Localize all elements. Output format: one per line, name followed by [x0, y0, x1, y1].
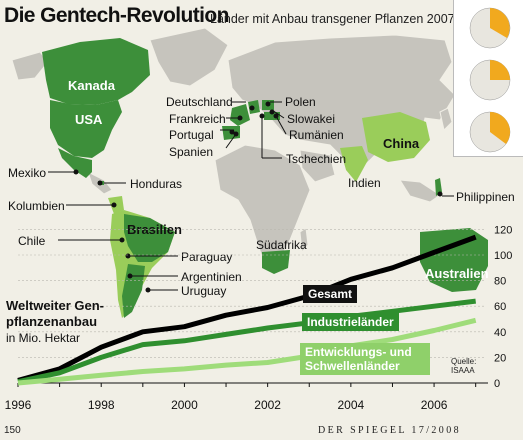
series-label-entwicklung: Entwicklungs- und Schwellenländer [300, 343, 430, 375]
y-tick-label: 100 [494, 250, 512, 262]
label-deutschland: Deutschland [166, 95, 233, 109]
x-tick-label: 1996 [5, 398, 32, 412]
series-label-industrie: Industrieländer [302, 313, 399, 331]
philippinen-shape [435, 178, 442, 196]
label-honduras: Honduras [130, 177, 183, 191]
pie-panel [453, 0, 523, 157]
label-indien: Indien [348, 176, 381, 190]
label-philippinen: Philippinen [456, 190, 515, 204]
series-line [17, 317, 477, 386]
series-line [17, 234, 477, 383]
argentinien-shape [122, 264, 145, 318]
series-line [17, 298, 477, 385]
page-title: Die Gentech-Revolution [4, 4, 229, 27]
source-note: Quelle: ISAAA [451, 357, 476, 375]
label-kolumbien: Kolumbien [8, 199, 65, 213]
label-uruguay: Uruguay [181, 284, 227, 298]
chart-title: Weltweiter Gen- pflanzenanbau [6, 298, 104, 330]
page-subtitle: Länder mit Anbau transgener Pflanzen 200… [210, 12, 455, 26]
mexiko-shape [58, 148, 92, 178]
series-label-gesamt: Gesamt [303, 285, 358, 303]
pie-chart-2 [469, 59, 511, 101]
x-tick-label: 1998 [88, 398, 115, 412]
pie-charts [469, 7, 511, 153]
label-suedafrika: Südafrika [256, 238, 307, 252]
x-tick-label: 2004 [338, 398, 365, 412]
arabia-shape [299, 149, 336, 183]
usa-shape [50, 100, 122, 158]
label-frankreich: Frankreich [169, 112, 226, 126]
chart-title-line1: Weltweiter Gen- [6, 298, 105, 313]
australien-shape [420, 228, 488, 292]
y-tick-label: 20 [494, 352, 506, 364]
y-tick-label: 120 [494, 224, 512, 236]
y-tick-label: 40 [494, 327, 506, 339]
y-tick-label: 60 [494, 301, 506, 313]
label-kanada: Kanada [68, 78, 115, 93]
leader-dots [73, 101, 443, 293]
pie-chart-3 [469, 111, 511, 153]
chart-unit: in Mio. Hektar [6, 331, 81, 345]
y-tick-label: 80 [494, 276, 506, 288]
leader-lines [48, 101, 454, 291]
china-shape [362, 112, 430, 162]
indien-shape [340, 146, 368, 182]
label-polen: Polen [285, 95, 316, 109]
label-mexiko: Mexiko [8, 166, 47, 180]
pie-chart-1 [469, 7, 511, 49]
label-usa: USA [75, 112, 103, 127]
suedafrika-shape [262, 250, 290, 274]
label-rumaenien: Rumänien [289, 128, 344, 142]
brasilien-shape [124, 214, 175, 262]
indonesia-shape [399, 179, 441, 203]
label-spanien: Spanien [169, 145, 214, 159]
label-paraguay: Paraguay [181, 250, 233, 264]
label-portugal: Portugal [169, 128, 214, 142]
japan-shape [439, 107, 453, 131]
x-tick-label: 2006 [421, 398, 448, 412]
label-slowakei: Slowakei [287, 112, 336, 126]
x-tick-label: 2002 [254, 398, 281, 412]
x-tick-label: 2000 [171, 398, 198, 412]
kanada-shape [42, 38, 150, 105]
greenland-shape [149, 27, 229, 87]
label-chile: Chile [18, 234, 46, 248]
gm-countries [42, 38, 488, 318]
source-line2: ISAAA [451, 366, 475, 375]
label-tschechien: Tschechien [286, 152, 347, 166]
frankreich-shape [230, 104, 250, 126]
label-china: China [383, 136, 420, 151]
alaska-shape [11, 51, 49, 81]
source-line1: Quelle: [451, 357, 477, 366]
chart-title-line2: pflanzenanbau [6, 314, 98, 329]
label-australien: Australien [425, 266, 489, 281]
magazine-footer: DER SPIEGEL 17/2008 [318, 425, 462, 436]
page-number: 150 [4, 425, 21, 436]
y-tick-label: 0 [494, 378, 500, 390]
